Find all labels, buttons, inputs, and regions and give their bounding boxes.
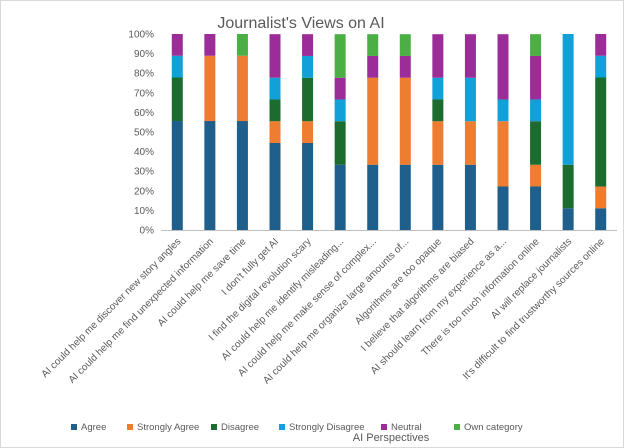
y-tick-label: 0%	[140, 226, 155, 237]
bar-segment	[595, 186, 607, 209]
legend-swatch	[381, 424, 387, 430]
bar-segment	[530, 99, 542, 122]
bar-segment	[269, 142, 281, 230]
bar-segment	[334, 77, 346, 100]
bar-segment	[530, 186, 542, 230]
bar-segment	[399, 164, 411, 230]
legend-label: Strongly Agree	[137, 422, 199, 433]
y-axis: 0% 10% 20% 30% 40% 50% 60% 70% 80% 90% 100%	[128, 30, 154, 237]
legend-swatch	[454, 424, 460, 430]
bar-segment	[302, 55, 314, 78]
bar-segment	[562, 208, 574, 230]
bar-segment	[171, 77, 183, 122]
bar-segment	[236, 121, 248, 230]
legend-swatch	[211, 424, 217, 430]
chart-title: Journalist's Views on AI	[217, 15, 384, 32]
bar-segment	[464, 34, 476, 78]
y-tick-label: 50%	[134, 128, 154, 139]
bar-segment	[302, 77, 314, 122]
bar-segment	[204, 55, 216, 122]
bar-segment	[595, 34, 607, 56]
bar-segment	[302, 142, 314, 230]
bar-segment	[530, 121, 542, 165]
bar-segment	[204, 121, 216, 230]
legend-label: Disagree	[221, 422, 259, 433]
legend-swatch	[127, 424, 133, 430]
bar-segment	[367, 55, 379, 78]
bar-segment	[595, 55, 607, 78]
y-tick-label: 40%	[134, 147, 154, 158]
bar-segment	[399, 77, 411, 165]
x-category-label: I don't fully get AI	[220, 236, 281, 297]
bar-segment	[562, 34, 574, 165]
bar-segment	[367, 164, 379, 230]
y-tick-label: 60%	[134, 108, 154, 119]
bar-segment	[334, 99, 346, 122]
bar-segment	[399, 55, 411, 78]
bar-segment	[464, 121, 476, 165]
bar-segment	[236, 34, 248, 56]
bar-segment	[269, 121, 281, 143]
bar-segment	[367, 77, 379, 165]
legend-label: Own category	[464, 422, 523, 433]
bar-segment	[334, 34, 346, 78]
bar-segment	[432, 121, 444, 165]
x-category-label: AI could help me discover new story angl…	[40, 236, 184, 380]
bar-segment	[171, 121, 183, 230]
bar-segment	[497, 121, 509, 187]
bar-segment	[432, 164, 444, 230]
bar-segment	[171, 55, 183, 78]
y-tick-label: 20%	[134, 186, 154, 197]
bar-segment	[302, 34, 314, 56]
bar-segment	[497, 186, 509, 230]
legend: Agree Strongly Agree Disagree Strongly Disa…	[71, 422, 523, 433]
legend-swatch	[279, 424, 285, 430]
bar-segment	[367, 34, 379, 56]
bars	[171, 34, 607, 230]
bar-segment	[432, 34, 444, 78]
legend-swatch	[71, 424, 77, 430]
y-tick-label: 90%	[134, 49, 154, 60]
bar-segment	[464, 164, 476, 230]
bar-segment	[269, 99, 281, 122]
bar-segment	[269, 77, 281, 100]
legend-label: Strongly Disagree	[289, 422, 365, 433]
x-category-label: AI could help me identify misleading...	[220, 236, 346, 362]
bar-segment	[334, 121, 346, 165]
bar-segment	[432, 99, 444, 122]
legend-label: Agree	[81, 422, 106, 433]
bar-segment	[497, 34, 509, 100]
bar-segment	[432, 77, 444, 100]
bar-segment	[464, 77, 476, 122]
y-tick-label: 30%	[134, 167, 154, 178]
bar-segment	[302, 121, 314, 143]
bar-segment	[334, 164, 346, 230]
x-axis-title: AI Perspectives	[353, 432, 430, 444]
bar-segment	[595, 77, 607, 187]
bar-segment	[269, 34, 281, 78]
x-category-label: AI could help me find unexpected informa…	[67, 236, 216, 385]
bar-segment	[171, 34, 183, 56]
x-axis-labels: AI could help me discover new story angl…	[40, 236, 608, 386]
bar-segment	[562, 164, 574, 209]
legend-label: Neutral	[391, 422, 422, 433]
bar-segment	[204, 34, 216, 56]
bar-segment	[530, 34, 542, 56]
y-tick-label: 100%	[128, 30, 154, 41]
x-category-label: There is too much information online	[420, 236, 542, 358]
y-tick-label: 80%	[134, 69, 154, 80]
y-tick-label: 70%	[134, 88, 154, 99]
bar-segment	[530, 55, 542, 100]
bar-segment	[236, 55, 248, 122]
bar-segment	[497, 99, 509, 122]
bar-segment	[399, 34, 411, 56]
y-tick-label: 10%	[134, 206, 154, 217]
bar-segment	[530, 164, 542, 187]
bar-segment	[595, 208, 607, 230]
